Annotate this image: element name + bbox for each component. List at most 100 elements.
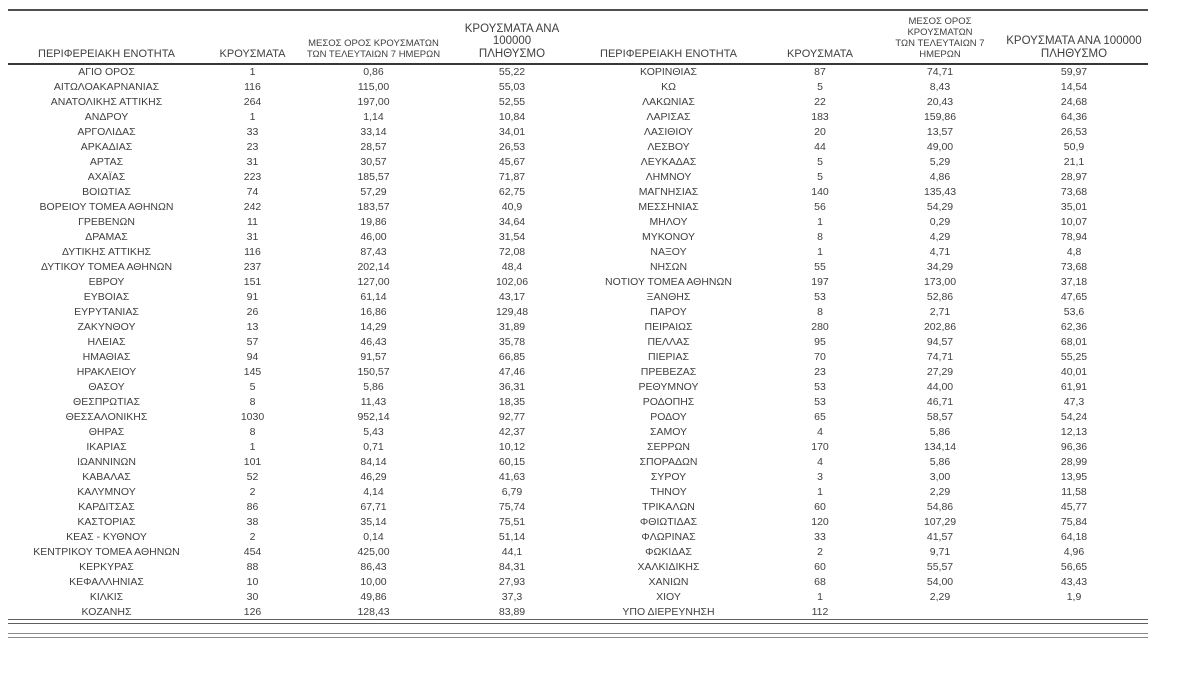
cases-cell: 140 [811,186,829,198]
cases-cell: 68 [814,576,826,588]
cases-cell: 264 [243,96,262,108]
per100k-cell: 56,65 [1060,561,1088,573]
cases-cell: 56 [814,201,826,213]
avg7-cell: 3,00 [929,471,951,483]
region-name-cell: ΛΑΚΩΝΙΑΣ [642,96,695,108]
avg7-cell: 5,29 [929,156,951,168]
per100k-cell: 26,53 [498,141,526,153]
avg7-cell: 67,71 [360,501,387,513]
report-page: ΠΕΡΙΦΕΡΕΙΑΚΗ ΕΝΟΤΗΤΑ ΚΡΟΥΣΜΑΤΑ ΜΕΣΟΣ ΟΡΟ… [0,9,1200,677]
per100k-cell: 43,17 [498,291,526,303]
table-row: ΗΜΑΘΙΑΣ 94 91,57 66,85 ΠΙΕΡΙΑΣ 70 74,71 … [8,350,1148,365]
table-row: ΒΟΙΩΤΙΑΣ 74 57,29 62,75 ΜΑΓΝΗΣΙΑΣ 140 13… [8,185,1148,200]
avg7-cell: 87,43 [360,246,387,258]
region-name-cell: ΧΙΟΥ [656,591,681,603]
avg7-cell: 0,29 [929,216,951,228]
region-name-cell: ΠΕΛΛΑΣ [647,336,690,348]
per100k-cell: 14,54 [1060,81,1088,93]
per100k-cell: 40,01 [1060,366,1088,378]
table-row: ΚΕΝΤΡΙΚΟΥ ΤΟΜΕΑ ΑΘΗΝΩΝ 454 425,00 44,1 Φ… [8,545,1148,560]
per100k-cell: 4,8 [1066,246,1082,258]
region-name-cell: ΛΑΡΙΣΑΣ [646,111,691,123]
region-name-cell: ΒΟΡΕΙΟΥ ΤΟΜΕΑ ΑΘΗΝΩΝ [39,201,174,213]
per100k-cell: 92,77 [498,411,526,423]
region-name-cell: ΛΕΥΚΑΔΑΣ [640,156,697,168]
table-row: ΑΝΑΤΟΛΙΚΗΣ ΑΤΤΙΚΗΣ 264 197,00 52,55 ΛΑΚΩ… [8,95,1148,110]
avg7-cell: 0,86 [363,66,384,78]
region-name-cell: ΣΑΜΟΥ [649,426,688,438]
per100k-cell: 78,94 [1060,231,1088,243]
per100k-cell: 52,55 [498,96,526,108]
per100k-cell: 44,1 [501,546,523,558]
avg7-cell: 159,86 [923,111,957,123]
region-name-cell: ΚΕΦΑΛΛΗΝΙΑΣ [69,576,144,588]
avg7-cell: 4,71 [929,246,951,258]
table-row: ΚΕΑΣ - ΚΥΘΝΟΥ 2 0,14 51,14 ΦΛΩΡΙΝΑΣ 33 4… [8,530,1148,545]
cases-cell: 44 [814,141,826,153]
region-name-cell: ΑΡΚΑΔΙΑΣ [80,141,133,153]
table-row: ΚΕΡΚΥΡΑΣ 88 86,43 84,31 ΧΑΛΚΙΔΙΚΗΣ 60 55… [8,560,1148,575]
region-name-cell: ΚΩ [661,81,676,93]
region-name-cell: ΞΑΝΘΗΣ [646,291,691,303]
table-row: ΕΥΡΥΤΑΝΙΑΣ 26 16,86 129,48 ΠΑΡΟΥ 8 2,71 … [8,305,1148,320]
table-row: ΕΒΡΟΥ 151 127,00 102,06 ΝΟΤΙΟΥ ΤΟΜΕΑ ΑΘΗ… [8,275,1148,290]
avg7-cell: 35,14 [360,516,387,528]
per100k-cell: 48,4 [501,261,523,273]
per100k-cell: 45,67 [498,156,526,168]
per100k-cell: 62,75 [498,186,526,198]
avg7-cell: 183,57 [357,201,390,213]
avg7-cell: 107,29 [923,516,957,528]
footer-rule [8,633,1148,638]
region-name-cell: ΠΕΙΡΑΙΩΣ [644,321,693,333]
cases-cell: 94 [246,351,259,363]
per100k-cell: 62,36 [1060,321,1088,333]
avg7-cell: 61,14 [360,291,387,303]
region-name-cell: ΣΠΟΡΑΔΩΝ [639,456,698,468]
per100k-cell: 51,14 [498,531,526,543]
avg7-cell: 14,29 [360,321,387,333]
per100k-cell: 10,07 [1060,216,1088,228]
cases-cell: 20 [814,126,826,138]
cases-cell: 170 [811,441,829,453]
per100k-cell: 28,99 [1060,456,1088,468]
avg7-cell: 86,43 [360,561,387,573]
cases-cell: 126 [243,606,262,618]
cases-cell: 23 [246,141,259,153]
avg7-cell: 2,71 [929,306,951,318]
table-row: ΔΥΤΙΚΟΥ ΤΟΜΕΑ ΑΘΗΝΩΝ 237 202,14 48,4 ΝΗΣ… [8,260,1148,275]
avg7-cell: 197,00 [357,96,390,108]
per100k-cell: 37,18 [1060,276,1088,288]
region-name-cell: ΑΓΙΟ ΟΡΟΣ [78,66,135,78]
header-avg7-right: ΜΕΣΟΣ ΟΡΟΣ ΚΡΟΥΣΜΑΤΩΝ ΤΩΝ ΤΕΛΕΥΤΑΙΩΝ 7 Η… [880,11,1000,65]
table-row: ΑΡΤΑΣ 31 30,57 45,67 ΛΕΥΚΑΔΑΣ 5 5,29 21,… [8,155,1148,170]
cases-cell: 8 [249,396,256,408]
cases-cell: 116 [244,246,261,258]
header-cases-left: ΚΡΟΥΣΜΑΤΑ [205,11,300,65]
table-row: ΑΓΙΟ ΟΡΟΣ 1 0,86 55,22 ΚΟΡΙΝΘΙΑΣ 87 74,7… [8,64,1148,80]
region-name-cell: ΦΩΚΙΔΑΣ [645,546,692,558]
header-cases-right: ΚΡΟΥΣΜΑΤΑ [760,11,880,65]
per100k-cell: 28,97 [1060,171,1088,183]
table-row: ΖΑΚΥΝΘΟΥ 13 14,29 31,89 ΠΕΙΡΑΙΩΣ 280 202… [8,320,1148,335]
per100k-cell: 55,25 [1060,351,1088,363]
table-row: ΗΡΑΚΛΕΙΟΥ 145 150,57 47,46 ΠΡΕΒΕΖΑΣ 23 2… [8,365,1148,380]
avg7-cell: 128,43 [357,606,390,618]
cases-cell: 70 [814,351,826,363]
table-row: ΑΡΚΑΔΙΑΣ 23 28,57 26,53 ΛΕΣΒΟΥ 44 49,00 … [8,140,1148,155]
avg7-cell: 46,43 [360,336,387,348]
per100k-cell: 73,68 [1060,186,1088,198]
per100k-cell: 53,6 [1063,306,1085,318]
region-name-cell: ΤΗΝΟΥ [650,486,687,498]
table-row: ΘΗΡΑΣ 8 5,43 42,37 ΣΑΜΟΥ 4 5,86 12,13 [8,425,1148,440]
region-name-cell: ΣΕΡΡΩΝ [647,441,690,453]
avg7-cell: 5,43 [363,426,384,438]
avg7-cell: 49,00 [926,141,954,153]
cases-cell: 8 [817,306,823,318]
cases-cell: 33 [246,126,259,138]
cases-cell: 112 [811,606,829,618]
per100k-cell: 42,37 [498,426,526,438]
avg7-cell: 0,71 [363,441,384,453]
avg7-cell: 150,57 [357,366,390,378]
per100k-cell: 13,95 [1060,471,1088,483]
cases-cell: 22 [814,96,826,108]
